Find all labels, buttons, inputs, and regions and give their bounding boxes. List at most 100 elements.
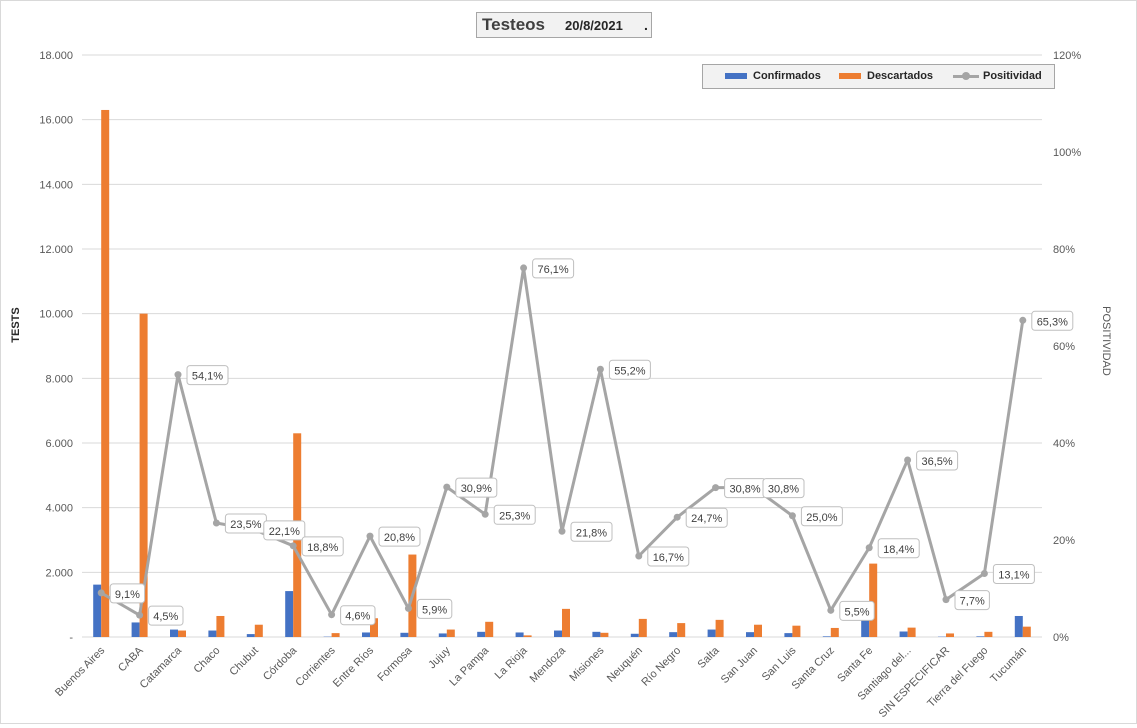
positividad-marker [674,514,681,521]
y2-tick-label: 0% [1053,632,1069,644]
x-tick-label: Santa Fe [835,645,875,685]
bar-descartados [869,564,877,637]
bar-confirmados [592,632,600,637]
bar-confirmados [477,632,485,637]
bar-confirmados [170,630,178,637]
positividad-marker [1019,317,1026,324]
chart-title-suffix: . [644,17,648,33]
bar-confirmados [208,631,216,637]
data-label: 25,3% [499,510,530,522]
bar-confirmados [439,633,447,637]
bar-confirmados [400,633,408,637]
data-label: 55,2% [614,365,645,377]
x-tick-label: La Rioja [493,644,531,682]
bar-descartados [485,622,493,637]
y-tick-label: 14.000 [39,179,73,191]
y-tick-label: 8.000 [45,373,73,385]
data-label: 65,3% [1037,316,1068,328]
bar-confirmados [285,591,293,637]
y-axis-title: TESTS [10,307,22,342]
x-tick-label: SIN ESPECIFICAR [877,645,953,721]
data-label: 20,8% [384,532,415,544]
x-tick-label: Chubut [227,645,261,679]
positividad-marker [328,611,335,618]
bar-descartados [831,628,839,637]
positividad-marker [482,511,489,518]
legend-label-descartados: Descartados [867,70,933,82]
bar-confirmados [784,633,792,637]
legend-swatch-descartados [839,73,861,79]
positividad-marker [136,612,143,619]
bar-confirmados [247,634,255,637]
x-tick-label: Jujuy [426,644,453,671]
bar-confirmados [900,632,908,637]
data-label: 18,8% [307,542,338,554]
x-tick-label: San Juan [719,645,760,686]
bar-descartados [600,633,608,637]
positividad-marker [943,596,950,603]
x-tick-label: CABA [116,644,146,674]
legend-label-positividad: Positividad [983,70,1042,82]
x-tick-label: Mendoza [528,644,569,685]
legend-label-confirmados: Confirmados [753,70,821,82]
chart-subtitle-date: 20/8/2021 [565,18,623,33]
positividad-marker [866,544,873,551]
bar-confirmados [976,636,984,637]
x-tick-label: Misiones [567,644,607,684]
bar-descartados [639,619,647,637]
x-tick-label: Salta [696,644,723,671]
positividad-marker [712,484,719,491]
legend-item-confirmados: Confirmados [725,70,821,82]
legend-item-descartados: Descartados [839,70,933,82]
bar-confirmados [362,632,370,637]
y2-tick-label: 120% [1053,50,1081,62]
bar-descartados [216,616,224,637]
y-tick-label: 2.000 [45,567,73,579]
positividad-marker [635,553,642,560]
x-tick-label: Chaco [192,645,223,676]
bar-descartados [447,630,455,637]
bar-descartados [946,633,954,637]
y2-tick-label: 100% [1053,147,1081,159]
legend-swatch-confirmados [725,73,747,79]
data-label: 23,5% [230,519,261,531]
data-label: 18,4% [883,544,914,556]
legend: Confirmados Descartados Positividad [702,64,1055,89]
data-label: 9,1% [115,589,140,601]
data-label: 25,0% [806,512,837,524]
x-tick-label: Río Negro [639,645,683,689]
bar-confirmados [708,630,716,637]
legend-swatch-positividad [953,75,979,78]
positividad-marker [290,542,297,549]
bar-confirmados [1015,616,1023,637]
data-label: 30,8% [768,484,799,496]
y2-tick-label: 40% [1053,438,1075,450]
bar-confirmados [861,621,869,637]
bar-confirmados [516,632,524,637]
data-label: 36,5% [921,456,952,468]
data-label: 30,9% [461,483,492,495]
positividad-marker [904,456,911,463]
positividad-marker [827,607,834,614]
bar-confirmados [823,636,831,637]
y2-tick-label: 20% [1053,535,1075,547]
bar-descartados [1023,627,1031,637]
chart-title-box: Testeos 20/8/2021 . [476,12,652,38]
y-tick-label: 12.000 [39,244,73,256]
bar-descartados [716,620,724,637]
positividad-marker [520,264,527,271]
chart-title: Testeos [482,15,545,35]
bar-descartados [255,625,263,637]
bar-descartados [524,635,532,637]
positividad-marker [789,512,796,519]
data-label: 7,7% [960,596,985,608]
data-label: 24,7% [691,513,722,525]
positividad-line [101,268,1023,615]
y2-tick-label: 60% [1053,341,1075,353]
x-tick-label: San Luis [760,644,799,683]
y2-axis-title: POSITIVIDAD [1100,306,1112,376]
x-tick-label: Buenos Aires [53,644,108,699]
y-tick-label: 18.000 [39,50,73,62]
positividad-marker [213,520,220,527]
